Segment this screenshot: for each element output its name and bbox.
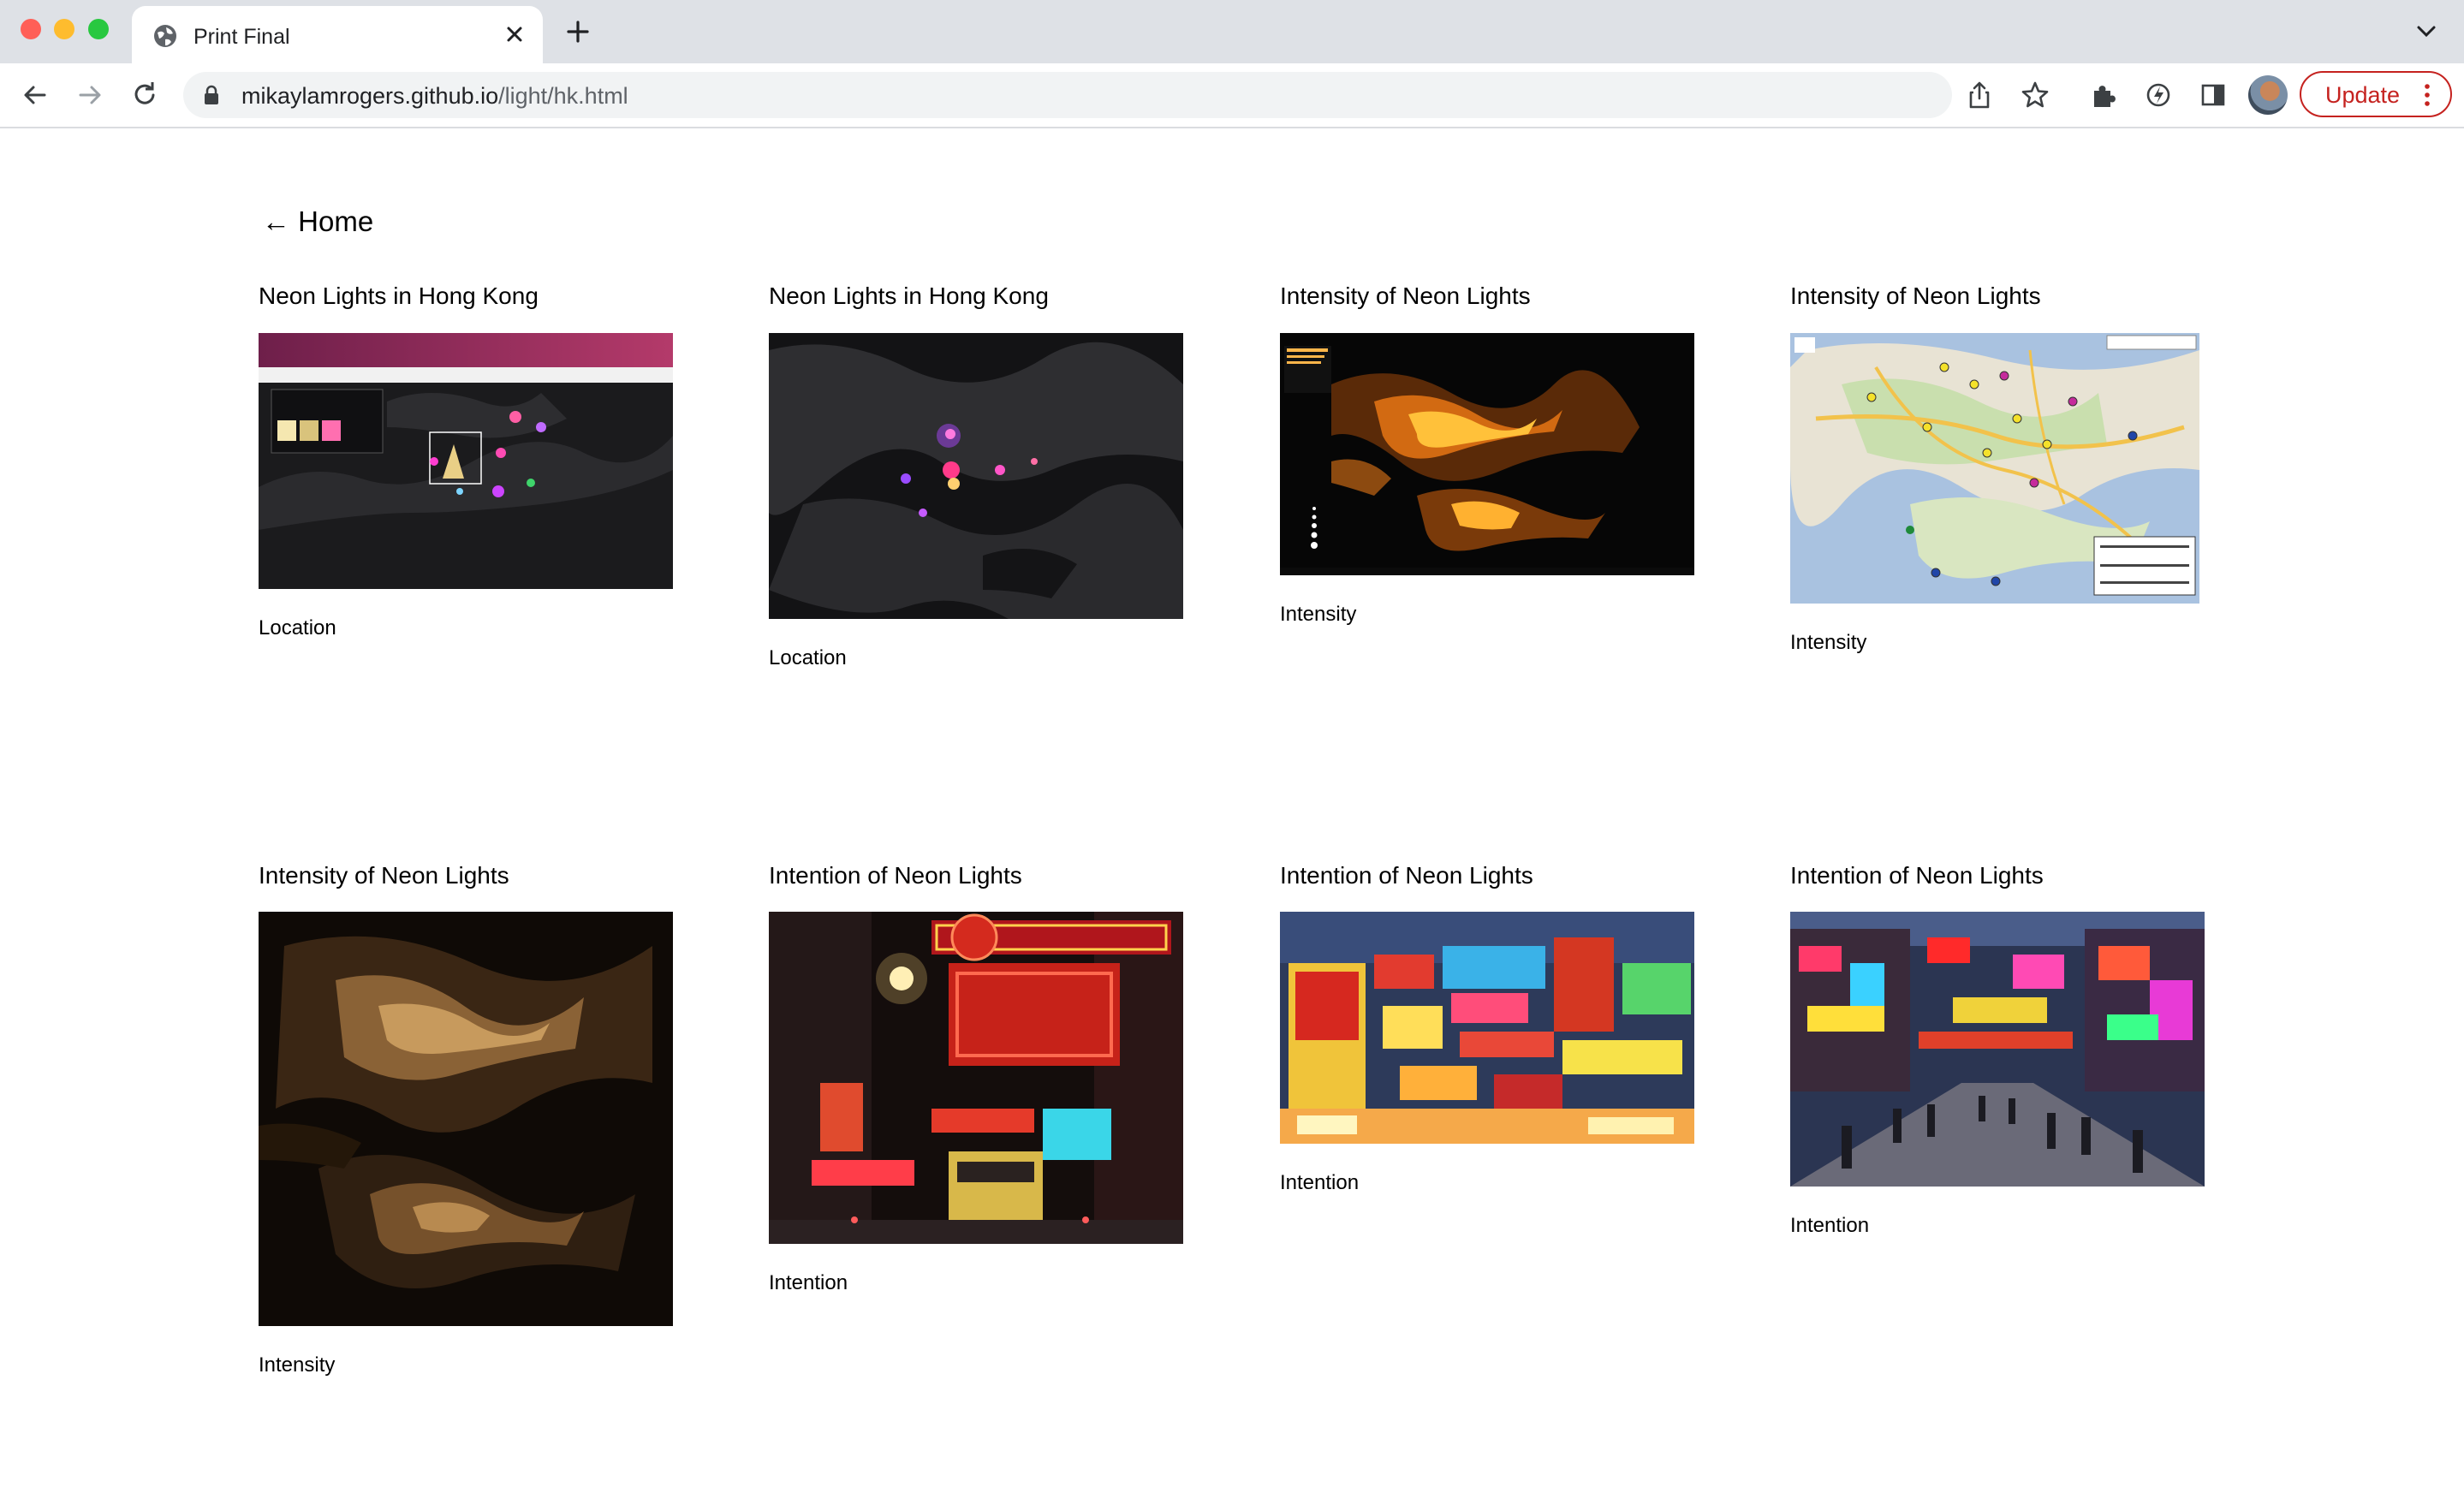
lock-icon[interactable] <box>202 85 221 105</box>
card-title: Intention of Neon Lights <box>1790 862 2044 889</box>
satellite-night-lights-image[interactable] <box>259 912 673 1326</box>
url-text[interactable]: mikaylamrogers.github.io/light/hk.html <box>241 83 628 110</box>
card-title: Neon Lights in Hong Kong <box>769 283 1049 309</box>
url-host: mikaylamrogers.github.io <box>241 83 499 109</box>
close-tab-icon[interactable] <box>502 21 527 47</box>
neon-signs-photo-image[interactable] <box>1280 912 1694 1144</box>
gallery-card: Intention of Neon Lights In <box>1790 862 2205 1273</box>
side-panel-icon[interactable] <box>2199 80 2228 110</box>
neon-street-photo-image[interactable] <box>769 912 1183 1244</box>
street-map-with-markers-image[interactable] <box>1790 333 2199 604</box>
update-label: Update <box>2325 82 2401 108</box>
share-icon[interactable] <box>1966 80 1993 110</box>
gallery-card: Intensity of Neon Lights Intensity <box>1280 283 1694 633</box>
minimize-window-button[interactable] <box>54 19 74 39</box>
tab-title: Print Final <box>193 25 290 49</box>
gallery-card: Neon Lights in Hong Kong Location <box>769 283 1183 676</box>
card-title: Neon Lights in Hong Kong <box>259 283 539 309</box>
reload-icon[interactable] <box>130 80 159 110</box>
browser-toolbar: mikaylamrogers.github.io/light/hk.html U… <box>0 63 2464 128</box>
browser-tab-strip: Print Final <box>0 0 2464 63</box>
update-button[interactable]: Update <box>2300 71 2452 117</box>
performance-icon[interactable] <box>2144 80 2173 110</box>
card-title: Intention of Neon Lights <box>1280 862 1533 889</box>
neon-location-dark-map-image[interactable] <box>769 333 1183 619</box>
gallery-card: Intensity of Neon Lights <box>1790 283 2205 659</box>
card-caption: Intensity <box>259 1353 336 1377</box>
back-arrow-icon[interactable] <box>21 80 50 110</box>
card-caption: Intensity <box>1280 603 1357 626</box>
card-caption: Location <box>259 616 336 639</box>
profile-avatar[interactable] <box>2248 75 2288 115</box>
address-bar[interactable]: mikaylamrogers.github.io/light/hk.html <box>183 72 1952 118</box>
card-caption: Intention <box>769 1271 848 1294</box>
card-caption: Location <box>769 646 847 669</box>
globe-icon <box>154 25 176 47</box>
gallery-card: Intention of Neon Lights Intention <box>769 862 1183 1307</box>
card-caption: Intensity <box>1790 631 1867 654</box>
gallery-card: Neon Lights in Hong Kong Location <box>259 283 673 642</box>
new-tab-icon[interactable] <box>565 19 591 45</box>
card-title: Intensity of Neon Lights <box>259 862 509 889</box>
home-link[interactable]: ← Home <box>262 205 374 237</box>
neon-location-map-app-image[interactable] <box>259 333 673 589</box>
card-caption: Intention <box>1790 1214 1870 1237</box>
maximize-window-button[interactable] <box>88 19 109 39</box>
gallery-card: Intensity of Neon Lights Intensity <box>259 862 673 1384</box>
bookmark-star-icon[interactable] <box>2021 80 2050 110</box>
night-sky-brightness-map-image[interactable] <box>1280 333 1694 575</box>
card-caption: Intention <box>1280 1171 1360 1194</box>
card-title: Intensity of Neon Lights <box>1280 283 1531 309</box>
forward-arrow-icon[interactable] <box>75 80 104 110</box>
browser-tab-active[interactable]: Print Final <box>132 6 543 63</box>
extensions-puzzle-icon[interactable] <box>2089 80 2118 110</box>
card-title: Intention of Neon Lights <box>769 862 1022 889</box>
url-path: /light/hk.html <box>498 83 628 109</box>
close-window-button[interactable] <box>21 19 41 39</box>
gallery-card: Intention of Neon Lights Intention <box>1280 862 1694 1222</box>
chevron-down-icon[interactable] <box>2414 21 2438 41</box>
card-title: Intensity of Neon Lights <box>1790 283 2041 309</box>
neon-street-crowd-photo-image[interactable] <box>1790 912 2205 1187</box>
more-menu-icon[interactable] <box>2423 83 2431 107</box>
